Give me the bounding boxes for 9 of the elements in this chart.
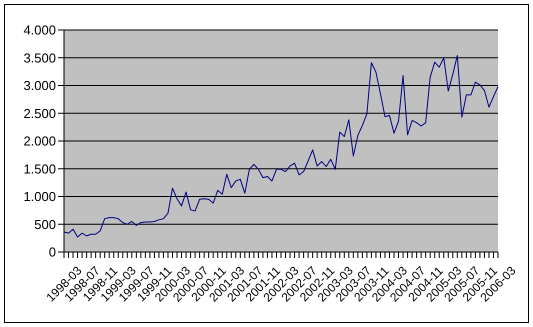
y-tick-label: 1.500: [23, 161, 56, 176]
y-tick-label: 0: [48, 244, 56, 260]
y-tick-label: 1.000: [23, 189, 56, 204]
y-tick-label: 3.500: [23, 50, 56, 66]
y-tick-label: 4.000: [23, 22, 56, 38]
y-tick-label: 2.500: [23, 106, 56, 121]
y-tick-label: 500: [34, 216, 56, 232]
y-tick-label: 3.000: [23, 78, 56, 94]
y-tick-label: 2.000: [23, 134, 56, 149]
